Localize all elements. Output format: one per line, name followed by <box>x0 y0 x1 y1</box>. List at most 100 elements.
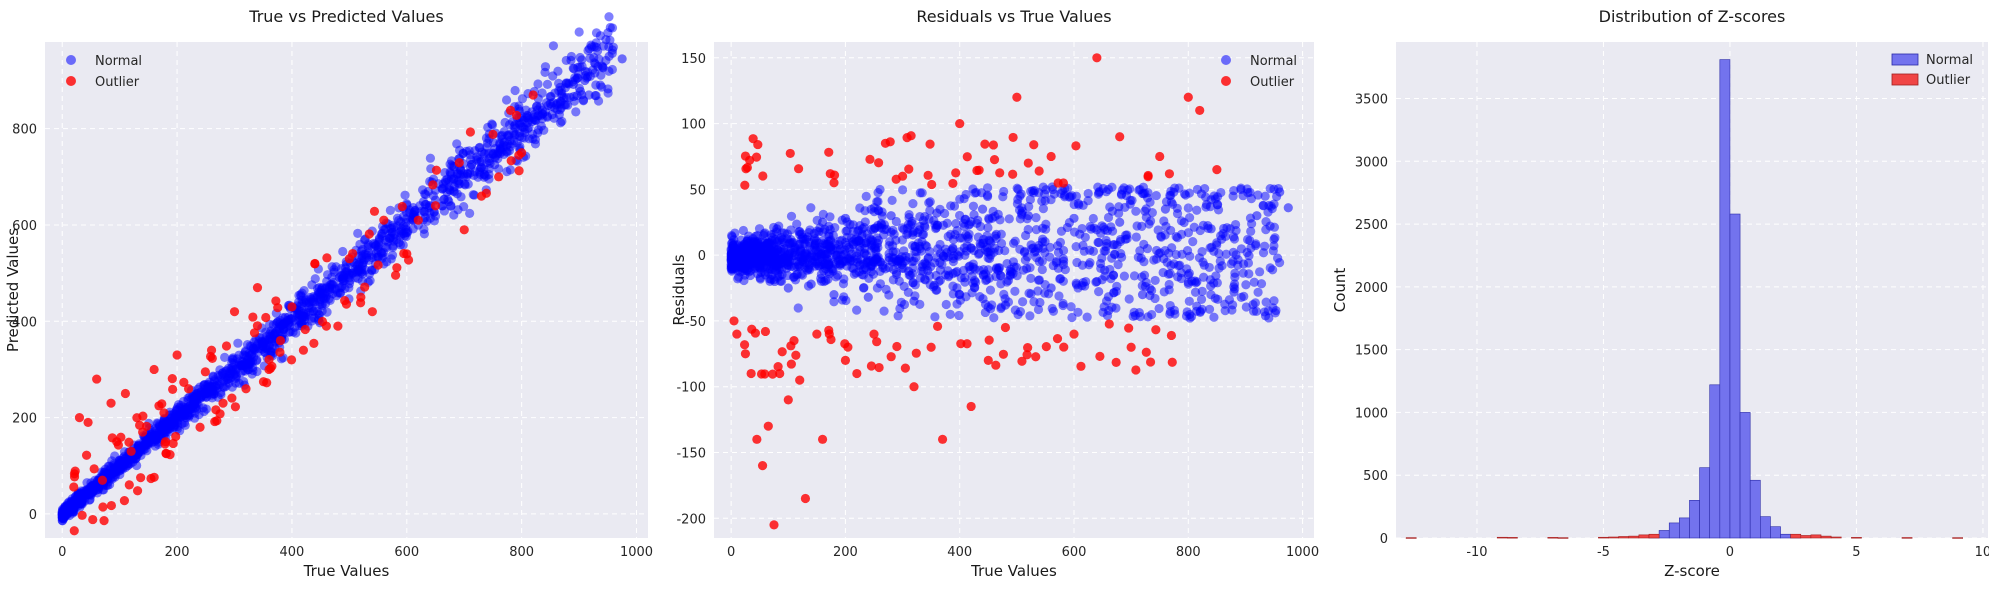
point-normal <box>841 214 850 223</box>
point-outlier <box>795 376 804 385</box>
point-normal <box>563 101 572 110</box>
point-normal <box>440 168 449 177</box>
point-outlier <box>1092 53 1101 62</box>
point-normal <box>1143 312 1152 321</box>
point-normal <box>1169 259 1178 268</box>
point-normal <box>144 438 153 447</box>
chart-title: Distribution of Z-scores <box>1599 7 1786 26</box>
point-outlier <box>902 133 911 142</box>
point-normal <box>998 192 1007 201</box>
point-normal <box>986 286 995 295</box>
point-outlier <box>867 361 876 370</box>
point-outlier <box>168 385 177 394</box>
point-normal <box>978 239 987 248</box>
point-normal <box>1016 307 1025 316</box>
point-normal <box>1110 250 1119 259</box>
point-normal <box>511 130 520 139</box>
point-outlier <box>365 229 374 238</box>
point-normal <box>1035 298 1044 307</box>
point-outlier <box>886 137 895 146</box>
bar-outlier <box>1851 537 1861 538</box>
point-normal <box>1084 260 1093 269</box>
point-normal <box>597 61 606 70</box>
point-normal <box>739 226 748 235</box>
point-normal <box>1180 218 1189 227</box>
point-normal <box>373 245 382 254</box>
point-outlier <box>150 473 159 482</box>
point-normal <box>178 407 187 416</box>
point-normal <box>1032 253 1041 262</box>
point-outlier <box>741 151 750 160</box>
point-normal <box>1004 276 1013 285</box>
point-normal <box>420 229 429 238</box>
y-tick-label: 50 <box>689 183 706 198</box>
point-normal <box>1237 244 1246 253</box>
point-normal <box>918 188 927 197</box>
point-normal <box>224 369 233 378</box>
point-normal <box>86 484 95 493</box>
point-normal <box>554 79 563 88</box>
point-normal <box>1084 189 1093 198</box>
point-normal <box>875 185 884 194</box>
point-outlier <box>132 413 141 422</box>
point-normal <box>569 80 578 89</box>
point-outlier <box>758 461 767 470</box>
point-normal <box>1102 242 1111 251</box>
point-normal <box>597 82 606 91</box>
point-outlier <box>729 316 738 325</box>
point-normal <box>794 303 803 312</box>
point-outlier <box>273 303 282 312</box>
bar-outlier <box>1497 537 1507 538</box>
point-normal <box>876 279 885 288</box>
bar-outlier <box>1831 537 1841 538</box>
point-normal <box>898 185 907 194</box>
point-normal <box>1150 294 1159 303</box>
legend-marker-normal <box>1221 55 1231 65</box>
point-normal <box>594 96 603 105</box>
point-normal <box>904 267 913 276</box>
point-outlier <box>801 494 810 503</box>
point-normal <box>209 372 218 381</box>
point-outlier <box>259 377 268 386</box>
point-normal <box>293 311 302 320</box>
point-normal <box>500 118 509 127</box>
point-normal <box>1083 313 1092 322</box>
point-normal <box>951 268 960 277</box>
point-outlier <box>168 374 177 383</box>
point-normal <box>807 279 816 288</box>
point-outlier <box>368 307 377 316</box>
bar-outlier <box>1953 538 1963 539</box>
point-normal <box>1011 237 1020 246</box>
point-outlier <box>482 189 491 198</box>
point-outlier <box>825 329 834 338</box>
point-normal <box>941 270 950 279</box>
point-outlier <box>787 359 796 368</box>
point-normal <box>1266 184 1275 193</box>
point-outlier <box>909 382 918 391</box>
point-normal <box>1069 214 1078 223</box>
x-tick-label: 200 <box>165 545 190 560</box>
point-normal <box>851 234 860 243</box>
y-tick-label: 150 <box>681 52 706 67</box>
y-tick-label: 3000 <box>1355 155 1388 170</box>
point-normal <box>1244 258 1253 267</box>
point-outlier <box>995 168 1004 177</box>
point-normal <box>1216 188 1225 197</box>
point-normal <box>955 195 964 204</box>
point-normal <box>1125 294 1134 303</box>
point-normal <box>557 91 566 100</box>
point-normal <box>952 299 961 308</box>
point-normal <box>1047 283 1056 292</box>
point-outlier <box>927 343 936 352</box>
point-normal <box>419 207 428 216</box>
point-outlier <box>761 327 770 336</box>
point-normal <box>1015 245 1024 254</box>
point-outlier <box>431 201 440 210</box>
y-tick-label: 3500 <box>1355 93 1388 108</box>
point-normal <box>328 284 337 293</box>
point-outlier <box>923 171 932 180</box>
point-outlier <box>1059 178 1068 187</box>
bar-normal <box>1730 214 1740 538</box>
bar-outlier <box>1639 535 1649 538</box>
point-normal <box>969 259 978 268</box>
